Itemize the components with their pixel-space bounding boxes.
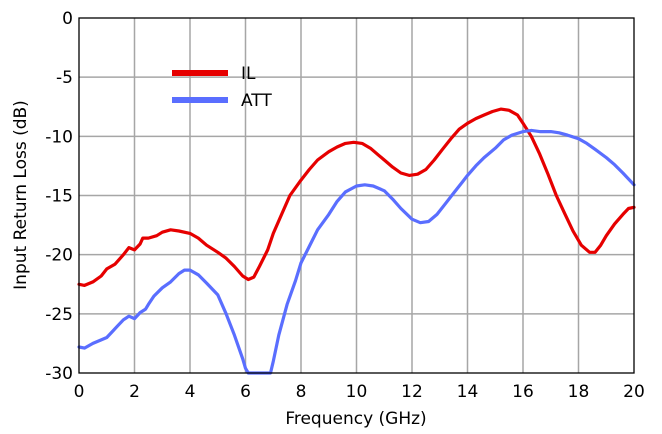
y-tick-label: 0 [62, 9, 73, 29]
series-line-att [77, 128, 636, 375]
y-tick-label: -30 [45, 364, 73, 384]
x-tick-label: 8 [296, 382, 307, 402]
legend-label-att: ATT [241, 91, 272, 111]
legend-label-il: IL [241, 64, 256, 84]
x-tick-label: 4 [185, 382, 196, 402]
y-axis-title: Input Return Loss (dB) [11, 100, 31, 290]
x-tick-label: 14 [457, 382, 479, 402]
grid [79, 18, 634, 373]
y-tick-label: -5 [56, 68, 73, 88]
x-tick-label: 20 [623, 382, 645, 402]
x-tick-label: 6 [240, 382, 251, 402]
x-tick-labels: 0 2 4 6 8 10 12 14 16 18 20 [74, 382, 645, 402]
series-lines [77, 107, 636, 375]
x-tick-label: 16 [512, 382, 534, 402]
y-tick-label: -20 [45, 246, 73, 266]
series-line-il [77, 107, 636, 287]
y-tick-label: -10 [45, 127, 73, 147]
y-tick-labels: 0 -5 -10 -15 -20 -25 -30 [45, 9, 73, 384]
legend: IL ATT [172, 64, 272, 111]
x-tick-label: 2 [129, 382, 140, 402]
x-tick-label: 10 [346, 382, 368, 402]
plot-frame [78, 17, 635, 374]
x-tick-label: 18 [568, 382, 590, 402]
x-tick-label: 0 [74, 382, 85, 402]
x-axis-title: Frequency (GHz) [285, 409, 426, 429]
y-tick-label: -25 [45, 305, 73, 325]
y-tick-label: -15 [45, 187, 73, 207]
x-tick-label: 12 [401, 382, 423, 402]
